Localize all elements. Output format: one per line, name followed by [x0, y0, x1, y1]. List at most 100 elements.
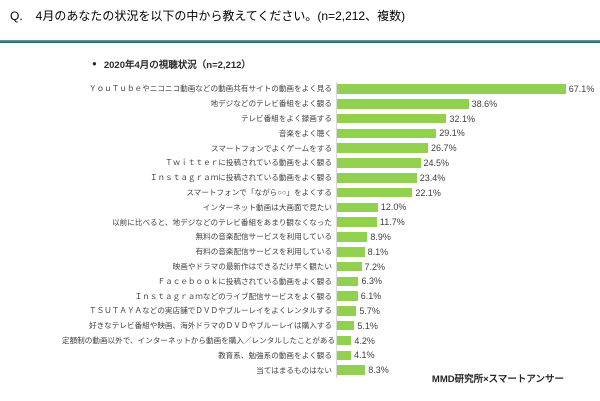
bar-row: インターネット動画は大画面で見たい 12.0% [62, 199, 600, 215]
bar-category-label: Ｆａｃｅｂｏｏｋに投稿されている動画をよく観る [157, 276, 332, 286]
bar-row: 好きなテレビ番組や映画、海外ドラマのＤＶＤやブルーレイは購入する 5.1% [62, 318, 600, 334]
bar-track: 32.1% [336, 111, 600, 126]
bar-category-label: 有料の音楽配信サービスを利用している [195, 247, 332, 257]
bar [337, 306, 357, 316]
bar [337, 99, 469, 109]
bar [337, 187, 413, 198]
bar [337, 202, 378, 213]
bar [337, 173, 417, 183]
bar-category-label: 定額制の動画以外で、インターネットから動画を購入／レンタルしたことがある [62, 336, 336, 346]
bar-row: ＴＳＵＴＡＹＡなどの実店舗でＤＶＤやブルーレイをよくレンタルする 5.7% [62, 303, 600, 319]
bar [337, 320, 355, 331]
bar-value-label: 8.9% [370, 231, 391, 242]
bar-track: 8.1% [336, 244, 600, 260]
bar-track: 29.1% [336, 125, 600, 141]
bar-category-label: Ｔｗｉｔｔｅｒに投稿されている動画をよく観る [165, 158, 332, 168]
bar-row: 当てはまるものはない 8.3% [62, 362, 600, 378]
bar-category-label: スマートフォンでよくゲームをする [210, 143, 332, 153]
bar-row: 無料の音楽配信サービスを利用している 8.9% [62, 229, 600, 245]
bar [337, 365, 366, 375]
bar-value-label: 29.1% [439, 128, 465, 139]
bar-chart: ● 2020年4月の視聴状況（n=2,212） ＹｏｕＴｕｂｅやニコニコ動画など… [62, 57, 600, 384]
bar [337, 143, 429, 153]
bar-track: 4.2% [336, 333, 600, 348]
title-divider-line [0, 39, 600, 43]
bar-category-label: 以前に比べると、地デジなどのテレビ番組をあまり観なくなった [112, 217, 332, 227]
bar-track: 12.0% [336, 199, 600, 215]
bar-value-label: 8.1% [367, 246, 389, 257]
bar-value-label: 32.1% [449, 113, 475, 124]
bar-track: 24.5% [336, 155, 600, 171]
bar-value-label: 8.3% [368, 365, 389, 376]
bar-track: 6.3% [336, 273, 600, 289]
bar [337, 261, 362, 272]
bar-track: 8.9% [336, 229, 600, 245]
bar-track: 4.1% [336, 347, 600, 363]
bar-value-label: 38.6% [471, 98, 498, 109]
bar-row: Ｉｎｓｔａｇｒａｍなどのライブ配信サービスをよく観る 6.1% [62, 288, 600, 304]
legend-bullet-icon: ● [92, 58, 97, 68]
bar [337, 217, 377, 227]
bar-value-label: 7.2% [364, 261, 386, 272]
question-title: Q. 4月のあなたの状況を以下の中から教えてください。(n=2,212、複数) [0, 0, 600, 25]
bar-row: 映画やドラマの最新作はできるだけ早く観たい 7.2% [62, 259, 600, 274]
bar [337, 247, 365, 257]
bar-value-label: 26.7% [431, 143, 457, 154]
bar [337, 84, 566, 94]
bar-value-label: 6.1% [360, 291, 382, 302]
bar-track: 6.1% [336, 288, 600, 304]
bar-category-label: 映画やドラマの最新作はできるだけ早く観たい [172, 262, 332, 272]
bar [337, 335, 352, 346]
bar-track: 5.1% [336, 318, 600, 334]
question-text: 4月のあなたの状況を以下の中から教えてください。(n=2,212、複数) [35, 9, 406, 23]
bar-category-label: ＴＳＵＴＡＹＡなどの実店舗でＤＶＤやブルーレイをよくレンタルする [89, 306, 332, 316]
bar-category-label: テレビ番組をよく録画する [240, 114, 332, 124]
bar-value-label: 12.0% [380, 202, 407, 213]
legend-label: 2020年4月の視聴状況（n=2,212） [103, 59, 251, 71]
bar-value-label: 6.3% [361, 276, 382, 287]
bar-category-label: 教育系、勉強系の動画をよく観る [218, 350, 332, 360]
bar-value-label: 11.7% [379, 217, 405, 228]
bar [337, 158, 421, 168]
bar-track: 7.2% [336, 259, 600, 274]
bar-row: 地デジなどのテレビ番組をよく観る 38.6% [62, 96, 600, 112]
chart-legend: ● 2020年4月の視聴状況（n=2,212） [92, 57, 600, 71]
question-prefix: Q. [10, 9, 23, 23]
bar-track: 26.7% [336, 140, 600, 156]
bar-category-label: Ｉｎｓｔａｇｒａｍなどのライブ配信サービスをよく観る [134, 291, 332, 301]
bar-track: 38.6% [336, 96, 600, 112]
bar-track: 5.7% [336, 303, 600, 319]
bar-value-label: 22.1% [415, 187, 441, 198]
bar-track: 22.1% [336, 185, 600, 200]
bar-row: Ｔｗｉｔｔｅｒに投稿されている動画をよく観る 24.5% [62, 155, 600, 171]
bar-category-label: Ｉｎｓｔａｇｒａｍに投稿されている動画をよく観る [149, 173, 332, 183]
bar-track: 8.3% [336, 362, 600, 378]
bar-row: 有料の音楽配信サービスを利用している 8.1% [62, 244, 600, 260]
bar-row: スマートフォンで「ながら○○」をよくする 22.1% [62, 185, 600, 200]
bar-value-label: 4.1% [353, 350, 375, 361]
bar-track: 11.7% [336, 214, 600, 230]
bar-row: テレビ番組をよく録画する 32.1% [62, 111, 600, 126]
bar [337, 128, 437, 139]
bar-row: 音楽をよく聴く 29.1% [62, 125, 600, 141]
bar-row: ＹｏｕＴｕｂｅやニコニコ動画などの動画共有サイトの動画をよく見る 67.1% [62, 81, 600, 97]
bar-value-label: 4.2% [354, 335, 375, 346]
bar [337, 232, 368, 242]
bar [337, 276, 359, 287]
bar-row: 以前に比べると、地デジなどのテレビ番組をあまり観なくなった 11.7% [62, 214, 600, 230]
bar-category-label: ＹｏｕＴｕｂｅやニコニコ動画などの動画共有サイトの動画をよく見る [89, 84, 332, 94]
bar [337, 113, 447, 124]
bar-category-label: 好きなテレビ番組や映画、海外ドラマのＤＶＤやブルーレイは購入する [89, 321, 332, 331]
bar-value-label: 5.1% [357, 320, 378, 331]
bar [337, 291, 358, 301]
bar-value-label: 67.1% [568, 83, 595, 94]
bar-row: 定額制の動画以外で、インターネットから動画を購入／レンタルしたことがある 4.2% [62, 333, 600, 348]
bar-value-label: 24.5% [423, 157, 450, 168]
bar-row: スマートフォンでよくゲームをする 26.7% [62, 140, 600, 156]
bar-value-label: 5.7% [359, 305, 380, 316]
bar-track: 23.4% [336, 170, 600, 186]
bar-category-label: 音楽をよく聴く [278, 128, 332, 138]
bar [337, 350, 351, 361]
bar-category-label: 地デジなどのテレビ番組をよく観る [210, 99, 333, 109]
bar-category-label: インターネット動画は大画面で見たい [202, 202, 332, 212]
